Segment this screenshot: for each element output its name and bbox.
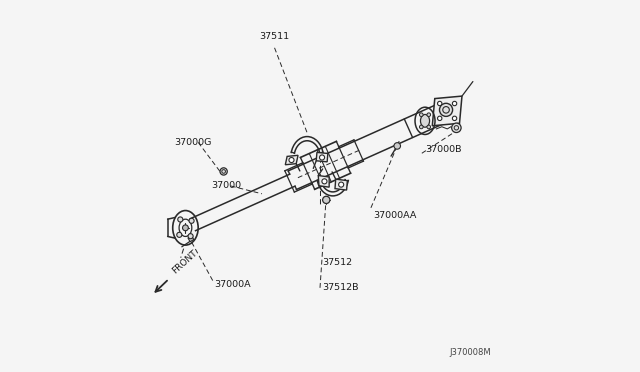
Text: 37000: 37000	[211, 182, 241, 190]
Circle shape	[323, 196, 330, 203]
Circle shape	[438, 101, 442, 106]
Circle shape	[322, 179, 327, 184]
Circle shape	[220, 168, 227, 175]
Polygon shape	[285, 155, 298, 165]
Circle shape	[419, 113, 423, 116]
Circle shape	[189, 218, 194, 223]
Text: 37512B: 37512B	[322, 283, 358, 292]
Polygon shape	[318, 176, 329, 187]
Text: 37000A: 37000A	[214, 280, 251, 289]
Circle shape	[419, 125, 423, 129]
Text: J370008M: J370008M	[449, 348, 491, 357]
Text: 37000B: 37000B	[426, 145, 462, 154]
Circle shape	[427, 125, 431, 129]
Text: FRONT: FRONT	[171, 248, 200, 275]
Circle shape	[178, 217, 183, 222]
Polygon shape	[335, 179, 348, 190]
Circle shape	[427, 113, 431, 116]
Circle shape	[452, 116, 457, 121]
Polygon shape	[432, 96, 462, 126]
Text: 37000G: 37000G	[175, 138, 212, 147]
Polygon shape	[316, 153, 328, 162]
Circle shape	[319, 155, 324, 160]
Text: 37000AA: 37000AA	[372, 211, 416, 219]
Circle shape	[177, 232, 182, 237]
Circle shape	[440, 103, 452, 116]
Circle shape	[452, 123, 461, 132]
Circle shape	[452, 101, 457, 106]
Circle shape	[188, 234, 193, 239]
Circle shape	[339, 182, 344, 187]
Text: 37511: 37511	[259, 32, 290, 41]
Circle shape	[289, 157, 294, 163]
Ellipse shape	[420, 115, 429, 127]
Circle shape	[182, 225, 188, 231]
Circle shape	[394, 142, 401, 149]
Text: 37512: 37512	[322, 258, 352, 267]
Circle shape	[438, 116, 442, 121]
Polygon shape	[188, 236, 194, 242]
